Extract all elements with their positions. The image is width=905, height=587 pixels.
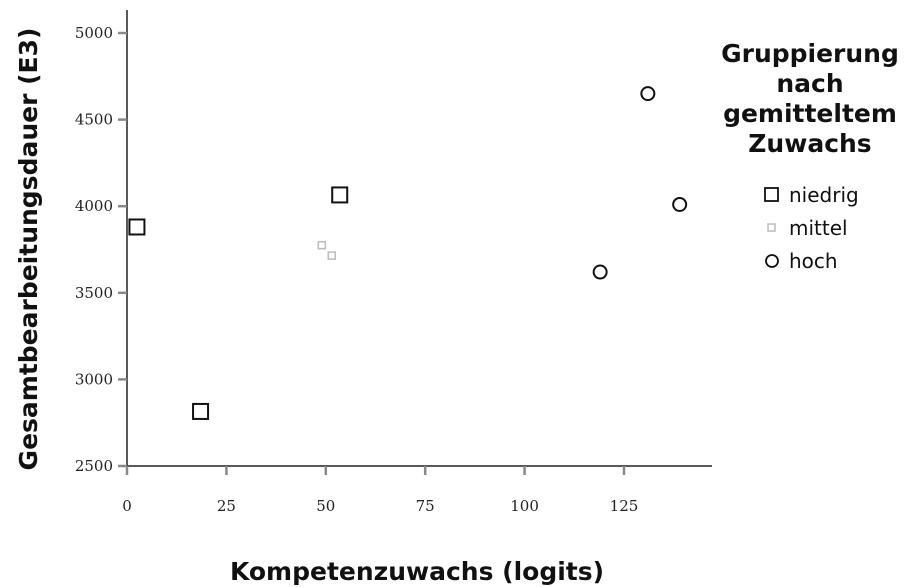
x-tick-label: 100 [510, 497, 539, 515]
axes [126, 10, 712, 467]
x-tick-label: 50 [316, 497, 335, 515]
x-tick-label: 25 [217, 497, 236, 515]
data-point-niedrig [331, 186, 349, 204]
x-tick-label: 75 [416, 497, 435, 515]
y-tick-label: 2500 [75, 457, 113, 475]
y-tick-label: 3000 [75, 370, 113, 388]
legend-label-niedrig: niedrig [789, 183, 859, 207]
data-point-mittel [317, 240, 327, 250]
legend-title: Gruppierung nach gemitteltem Zuwachs [721, 39, 899, 158]
x-axis-title: Kompetenzuwachs (logits) [230, 557, 604, 586]
data-point-hoch [640, 86, 656, 102]
data-point-mittel [327, 251, 337, 260]
y-ticks: 2500 3000 3500 4000 4500 5000 [75, 24, 127, 475]
legend-label-mittel: mittel [789, 216, 848, 240]
x-tick-label: 125 [610, 497, 639, 515]
legend-title-line: Gruppierung [721, 39, 899, 68]
data-point-hoch [592, 264, 608, 280]
y-tick-label: 4000 [75, 197, 113, 215]
y-axis-title: Gesamtbearbeitungsdauer (E3) [14, 28, 43, 471]
y-tick-label: 3500 [75, 284, 113, 302]
legend-label-hoch: hoch [789, 249, 838, 273]
x-ticks: 0 25 50 75 100 125 [122, 466, 638, 515]
legend-title-line: Zuwachs [748, 129, 871, 158]
legend-marker-mittel [767, 223, 776, 232]
data-point-niedrig [128, 218, 146, 236]
legend-marker-hoch [765, 254, 779, 268]
data-points [128, 86, 688, 420]
data-point-niedrig [192, 402, 210, 420]
data-point-hoch [672, 196, 688, 212]
legend-items: niedrig mittel hoch [764, 183, 859, 273]
y-tick-label: 4500 [75, 111, 113, 129]
y-tick-label: 5000 [75, 24, 113, 42]
legend-title-line: nach [776, 69, 843, 98]
x-tick-label: 0 [122, 497, 132, 515]
legend-marker-niedrig [764, 187, 779, 202]
legend: Gruppierung nach gemitteltem Zuwachs niedri… [721, 39, 899, 273]
legend-title-line: gemitteltem [723, 99, 897, 128]
